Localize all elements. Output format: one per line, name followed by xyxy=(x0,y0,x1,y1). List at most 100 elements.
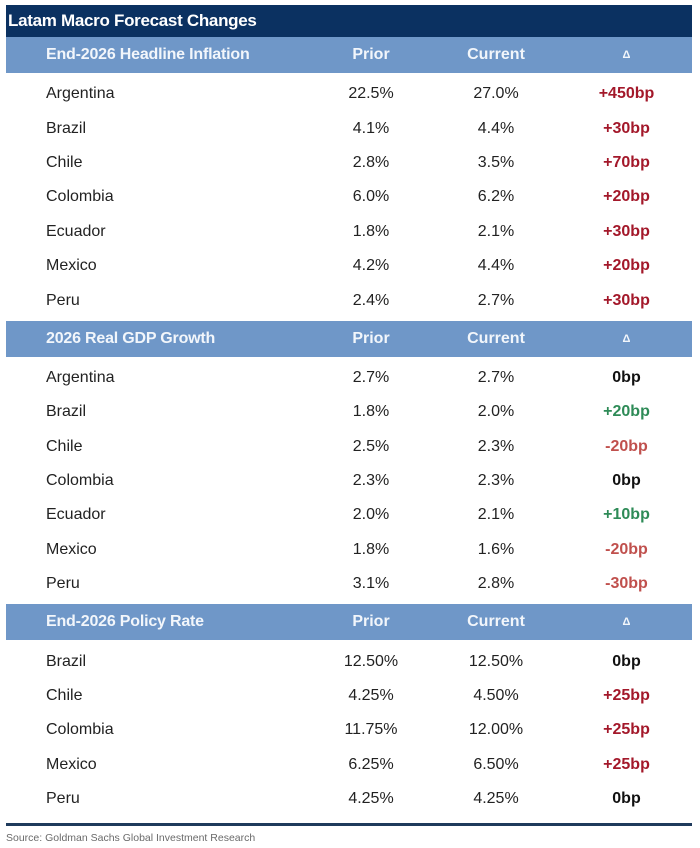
table-row: Ecuador 1.8% 2.1% +30bp xyxy=(6,215,692,249)
delta-value: +20bp xyxy=(603,403,650,421)
current-value: 2.0% xyxy=(477,403,515,421)
column-header-delta: Δ xyxy=(622,616,631,629)
section-rows-gdp-growth: Argentina 2.7% 2.7% 0bp Brazil 1.8% 2.0% +20bp C… xyxy=(6,357,692,605)
current-value: 1.6% xyxy=(477,540,515,558)
bottom-rule xyxy=(6,823,692,827)
table-title: Latam Macro Forecast Changes xyxy=(6,5,692,37)
column-header-current: Current xyxy=(467,46,525,63)
delta-value: +20bp xyxy=(603,188,650,206)
prior-value: 2.8% xyxy=(352,153,390,171)
prior-value: 2.3% xyxy=(352,472,390,490)
country-name: Ecuador xyxy=(46,222,106,240)
delta-value: +10bp xyxy=(603,506,650,524)
prior-value: 3.1% xyxy=(352,575,390,593)
country-name: Colombia xyxy=(46,188,114,206)
current-value: 2.3% xyxy=(477,472,515,490)
current-value: 6.50% xyxy=(473,755,519,773)
column-header-prior: Prior xyxy=(352,46,390,63)
prior-value: 6.25% xyxy=(348,755,394,773)
country-name: Chile xyxy=(46,153,83,171)
current-value: 27.0% xyxy=(473,85,519,103)
country-name: Peru xyxy=(46,291,80,309)
current-value: 2.3% xyxy=(477,437,515,455)
prior-value: 2.7% xyxy=(352,368,390,386)
delta-value: +30bp xyxy=(603,222,650,240)
delta-value: 0bp xyxy=(612,368,641,386)
prior-value: 11.75% xyxy=(344,721,398,739)
column-header-current: Current xyxy=(467,613,525,631)
table-row: Brazil 1.8% 2.0% +20bp xyxy=(6,395,692,429)
column-header-delta: Δ xyxy=(622,49,631,61)
current-value: 2.8% xyxy=(477,575,515,593)
prior-value: 4.25% xyxy=(348,790,394,808)
delta-value: +25bp xyxy=(603,687,650,705)
table-row: Argentina 22.5% 27.0% +450bp xyxy=(6,77,692,111)
country-name: Mexico xyxy=(46,755,97,773)
country-name: Mexico xyxy=(46,540,97,558)
prior-value: 4.1% xyxy=(352,119,390,137)
section-header-inflation: End-2026 Headline Inflation Prior Current Δ xyxy=(6,37,692,73)
prior-value: 1.8% xyxy=(352,222,390,240)
delta-value: +30bp xyxy=(603,119,650,137)
table-row: Colombia 11.75% 12.00% +25bp xyxy=(6,713,692,747)
country-name: Colombia xyxy=(46,721,114,739)
table-row: Mexico 4.2% 4.4% +20bp xyxy=(6,249,692,283)
section-rows-inflation: Argentina 22.5% 27.0% +450bp Brazil 4.1% 4.4% +… xyxy=(6,73,692,321)
section-header-gdp-growth: 2026 Real GDP Growth Prior Current Δ xyxy=(6,320,692,357)
current-value: 2.1% xyxy=(477,506,515,524)
delta-value: +20bp xyxy=(603,257,650,275)
country-name: Mexico xyxy=(46,257,97,275)
delta-value: +30bp xyxy=(603,291,650,309)
table-sections: End-2026 Headline Inflation Prior Current Δ… xyxy=(6,37,692,819)
delta-value: +70bp xyxy=(603,153,650,171)
section-title: End-2026 Headline Inflation xyxy=(46,46,250,63)
country-name: Ecuador xyxy=(46,506,106,524)
column-header-delta: Δ xyxy=(622,332,631,345)
delta-value: +450bp xyxy=(598,85,655,103)
country-name: Brazil xyxy=(46,652,87,670)
column-header-prior: Prior xyxy=(352,613,390,631)
country-name: Chile xyxy=(46,687,83,705)
table-row: Mexico 1.8% 1.6% -20bp xyxy=(6,533,692,567)
table-row: Chile 2.8% 3.5% +70bp xyxy=(6,146,692,180)
section-rows-policy-rate: Brazil 12.50% 12.50% 0bp Chile 4.25% 4.50% +25b… xyxy=(6,640,692,819)
prior-value: 22.5% xyxy=(348,85,394,103)
table-row: Peru 4.25% 4.25% 0bp xyxy=(6,782,692,816)
delta-value: -30bp xyxy=(605,575,648,593)
delta-value: +25bp xyxy=(603,721,650,739)
delta-value: -20bp xyxy=(605,540,648,558)
section-header-policy-rate: End-2026 Policy Rate Prior Current Δ xyxy=(6,604,692,641)
current-value: 6.2% xyxy=(477,188,515,206)
table-row: Chile 2.5% 2.3% -20bp xyxy=(6,430,692,464)
prior-value: 1.8% xyxy=(352,403,390,421)
table-row: Ecuador 2.0% 2.1% +10bp xyxy=(6,498,692,532)
current-value: 4.4% xyxy=(477,119,515,137)
country-name: Brazil xyxy=(46,403,87,421)
column-header-prior: Prior xyxy=(352,329,390,347)
table-row: Peru 2.4% 2.7% +30bp xyxy=(6,283,692,317)
country-name: Colombia xyxy=(46,472,114,490)
table-row: Peru 3.1% 2.8% -30bp xyxy=(6,567,692,601)
delta-value: +25bp xyxy=(603,755,650,773)
current-value: 2.1% xyxy=(477,222,515,240)
prior-value: 12.50% xyxy=(343,652,399,670)
table-row: Brazil 4.1% 4.4% +30bp xyxy=(6,111,692,145)
source-note: Source: Goldman Sachs Global Investment … xyxy=(6,832,256,844)
current-value: 4.4% xyxy=(477,257,515,275)
current-value: 4.50% xyxy=(473,687,519,705)
prior-value: 2.5% xyxy=(352,437,390,455)
prior-value: 2.4% xyxy=(352,291,390,309)
delta-value: 0bp xyxy=(612,652,641,670)
current-value: 12.50% xyxy=(468,652,524,670)
current-value: 2.7% xyxy=(477,368,515,386)
current-value: 3.5% xyxy=(477,153,515,171)
country-name: Peru xyxy=(46,790,80,808)
country-name: Peru xyxy=(46,575,80,593)
forecast-table: Latam Macro Forecast Changes End-2026 He… xyxy=(6,5,692,827)
country-name: Argentina xyxy=(46,368,115,386)
table-row: Colombia 2.3% 2.3% 0bp xyxy=(6,464,692,498)
section-title: End-2026 Policy Rate xyxy=(46,613,204,631)
delta-value: 0bp xyxy=(612,790,641,808)
current-value: 2.7% xyxy=(477,291,515,309)
delta-value: 0bp xyxy=(612,472,641,490)
